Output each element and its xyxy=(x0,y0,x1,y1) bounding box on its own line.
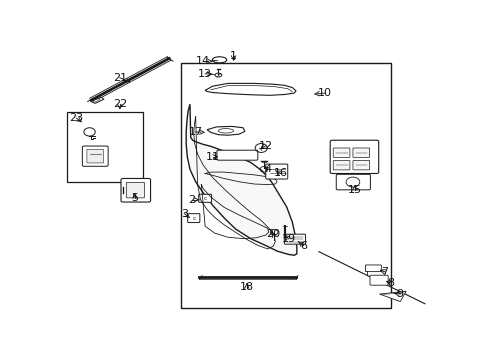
FancyBboxPatch shape xyxy=(369,275,387,285)
Text: 21: 21 xyxy=(113,73,127,83)
Polygon shape xyxy=(205,84,296,95)
FancyBboxPatch shape xyxy=(365,265,381,271)
FancyBboxPatch shape xyxy=(336,174,369,190)
FancyBboxPatch shape xyxy=(329,140,378,174)
Text: 1: 1 xyxy=(229,51,237,61)
FancyBboxPatch shape xyxy=(217,150,257,160)
FancyBboxPatch shape xyxy=(87,149,103,163)
Text: 18: 18 xyxy=(239,282,253,292)
Text: 17: 17 xyxy=(188,127,203,137)
FancyBboxPatch shape xyxy=(352,148,369,157)
Text: 13: 13 xyxy=(198,69,212,79)
Polygon shape xyxy=(206,126,244,135)
Text: 5: 5 xyxy=(131,193,138,203)
Text: 16: 16 xyxy=(273,168,287,179)
FancyBboxPatch shape xyxy=(265,164,287,179)
Text: 23: 23 xyxy=(69,113,83,123)
FancyBboxPatch shape xyxy=(121,179,150,202)
Text: c: c xyxy=(192,216,196,221)
Text: 14: 14 xyxy=(196,56,210,66)
Text: 2: 2 xyxy=(188,195,195,205)
Polygon shape xyxy=(379,291,405,302)
FancyBboxPatch shape xyxy=(198,194,211,202)
Text: 10: 10 xyxy=(317,88,331,98)
Bar xyxy=(180,63,390,308)
Text: 7: 7 xyxy=(381,267,388,277)
Text: 9: 9 xyxy=(396,289,403,299)
FancyBboxPatch shape xyxy=(126,183,144,198)
Text: 22: 22 xyxy=(113,99,127,109)
Text: 12: 12 xyxy=(258,141,272,151)
FancyBboxPatch shape xyxy=(352,161,369,170)
Polygon shape xyxy=(90,97,104,103)
FancyBboxPatch shape xyxy=(284,234,305,244)
Polygon shape xyxy=(186,104,296,255)
FancyBboxPatch shape xyxy=(82,146,108,166)
Text: 19: 19 xyxy=(281,234,295,244)
Text: 11: 11 xyxy=(205,152,219,162)
Text: 3: 3 xyxy=(181,209,187,219)
Text: c: c xyxy=(203,196,207,201)
FancyBboxPatch shape xyxy=(332,161,349,170)
Text: 8: 8 xyxy=(386,278,394,288)
Text: 20: 20 xyxy=(266,229,280,239)
FancyBboxPatch shape xyxy=(187,214,200,222)
Text: 4: 4 xyxy=(264,164,271,174)
FancyBboxPatch shape xyxy=(332,148,349,157)
Text: 15: 15 xyxy=(347,185,361,195)
Bar xyxy=(67,112,142,182)
Text: 6: 6 xyxy=(300,240,306,251)
